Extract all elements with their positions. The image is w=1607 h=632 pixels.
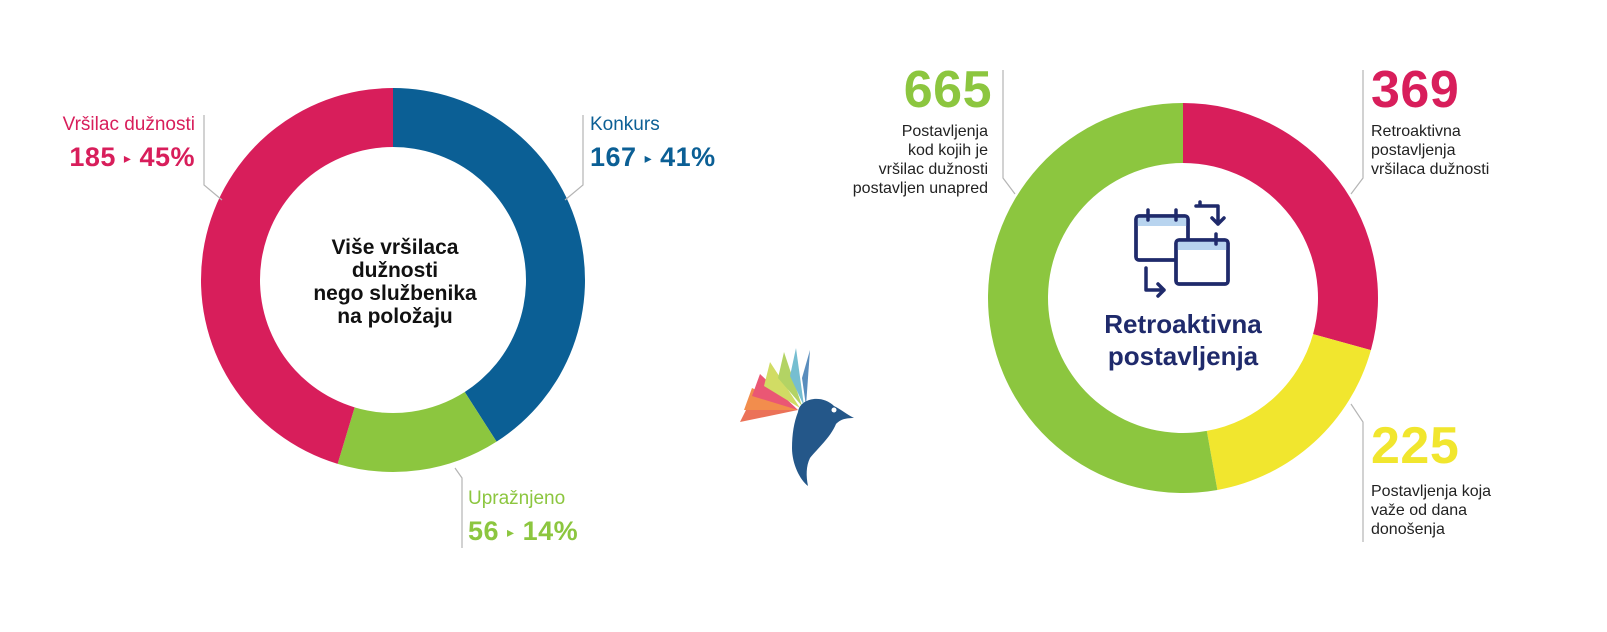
donut1-slice-2 xyxy=(200,88,393,464)
donut2-slice-2 xyxy=(988,103,1218,493)
label-vrsilac-name: Vršilac dužnosti xyxy=(62,114,195,135)
label-upraznjeno-name: Upražnjeno xyxy=(468,488,566,509)
desc-line: Retroaktivna xyxy=(1371,123,1461,140)
label-konkurs-name: Konkurs xyxy=(590,114,660,135)
calendar-right-header xyxy=(1176,240,1228,250)
value-665: 665 xyxy=(903,61,992,119)
donut2-slice-0 xyxy=(1183,103,1378,351)
donut-chart-positions xyxy=(200,88,585,472)
desc-line: Postavljenja koja xyxy=(1371,483,1492,500)
arrow-bottom-left xyxy=(1144,266,1166,298)
value-369: 369 xyxy=(1371,61,1460,119)
leader-line-369 xyxy=(1350,70,1364,195)
donut2-center-title: Retroaktivna postavljenja xyxy=(1071,308,1295,372)
arrow-glyph: ▸ xyxy=(644,150,653,166)
konkurs-count: 167 xyxy=(590,142,637,172)
center-line: dužnosti xyxy=(351,259,439,282)
center-line: postavljenja xyxy=(1107,341,1259,371)
desc-225: Postavljenja koja važe od dana donošenja xyxy=(1371,482,1491,539)
label-upraznjeno-value: 56 ▸ 14% xyxy=(468,516,578,547)
upraznjeno-percent: 14% xyxy=(522,516,579,546)
desc-line: važe od dana xyxy=(1371,502,1468,519)
calendar-left-header xyxy=(1136,216,1188,226)
donut1-slice-0 xyxy=(393,88,585,442)
desc-line: Postavljenja xyxy=(901,123,988,140)
donut-chart-retroaktivna xyxy=(988,103,1378,493)
desc-line: postavljen unapred xyxy=(852,180,988,197)
logo-feather xyxy=(764,362,800,408)
leader-line-665 xyxy=(1002,70,1016,195)
center-line: Retroaktivna xyxy=(1104,309,1262,339)
right-chart-panel: 665 Postavljenja kod kojih je vršilac du… xyxy=(775,0,1607,632)
arrow-glyph: ▸ xyxy=(507,524,515,540)
upraznjeno-count: 56 xyxy=(468,516,500,546)
leader-lines-right xyxy=(1002,70,1364,542)
calendar-swap-icon xyxy=(1134,200,1230,298)
logo-bird-eye xyxy=(831,407,837,413)
label-vrsilac-value: 185 ▸ 45% xyxy=(69,142,195,173)
logo-feather xyxy=(790,348,804,406)
calendar-left-border xyxy=(1134,214,1190,262)
logo-feather xyxy=(778,352,802,406)
desc-line: kod kojih je xyxy=(907,142,988,159)
calendar-right-border xyxy=(1174,238,1230,286)
leader-line-225 xyxy=(1350,403,1364,542)
center-line: Više vršilaca xyxy=(331,236,459,259)
vrsilac-percent: 45% xyxy=(139,142,195,172)
center-line: na položaju xyxy=(337,305,453,328)
donut1-center-title: Više vršilaca dužnosti nego službenika n… xyxy=(280,236,510,328)
left-chart-panel: Vršilac dužnosti 185 ▸ 45% Konkurs 167 ▸ 41%… xyxy=(0,0,775,632)
bird-logo-icon xyxy=(740,348,854,486)
value-225: 225 xyxy=(1371,417,1460,475)
leader-line-konkurs xyxy=(564,115,584,201)
desc-line: vršilaca dužnosti xyxy=(1371,161,1490,178)
leader-line-vd xyxy=(203,115,223,201)
leader-lines-left xyxy=(203,115,584,548)
desc-665: Postavljenja kod kojih je vršilac dužnos… xyxy=(853,122,988,198)
logo-feather xyxy=(802,350,810,406)
desc-line: postavljenja xyxy=(1371,142,1456,159)
desc-369: Retroaktivna postavljenja vršilaca dužno… xyxy=(1371,122,1489,179)
donut2-slice-1 xyxy=(1206,334,1371,490)
desc-line: donošenja xyxy=(1371,521,1445,538)
vrsilac-count: 185 xyxy=(69,142,116,172)
leader-line-upraznjeno xyxy=(454,467,463,548)
center-line: nego službenika xyxy=(313,282,477,305)
arrow-glyph: ▸ xyxy=(123,150,132,166)
arrow-top-right xyxy=(1194,200,1226,226)
konkurs-percent: 41% xyxy=(660,142,716,172)
desc-line: vršilac dužnosti xyxy=(878,161,988,178)
logo-bird-body xyxy=(792,398,854,486)
donut1-slice-1 xyxy=(337,391,497,472)
label-konkurs-value: 167 ▸ 41% xyxy=(590,142,716,173)
